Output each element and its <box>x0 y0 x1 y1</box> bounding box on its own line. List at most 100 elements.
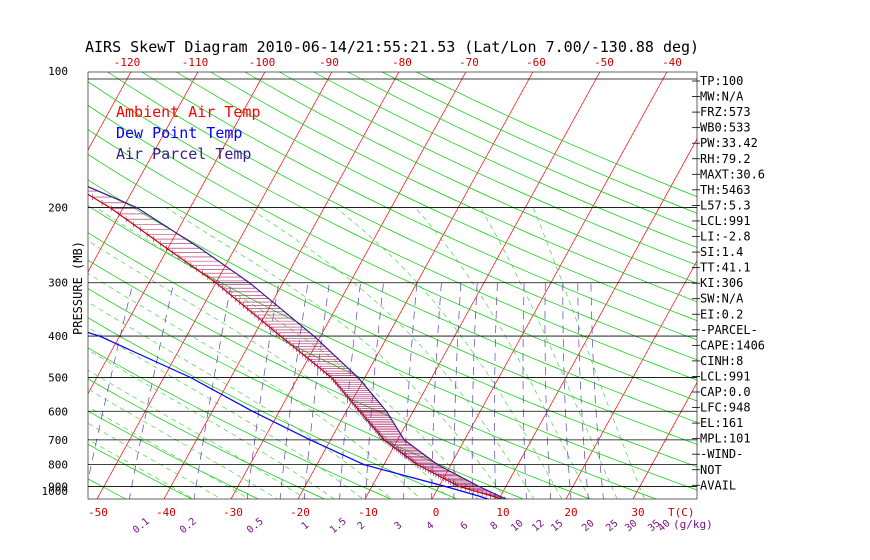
series-point <box>436 463 439 466</box>
pressure-tick-label: 100 <box>48 65 68 78</box>
pressure-tick-label: 900 <box>48 480 68 493</box>
stats-item: MPL:101 <box>700 432 751 446</box>
dry-adiabat-line <box>88 347 392 499</box>
moist-adiabat-line <box>480 207 618 499</box>
dry-adiabat-line <box>88 478 127 499</box>
stats-item: EL:161 <box>700 416 743 430</box>
series-line <box>88 193 504 499</box>
mixing-ratio-label: 1 <box>300 520 312 532</box>
moist-adiabat-line <box>88 349 335 499</box>
series-point <box>499 495 502 498</box>
stats-item: EI:0.2 <box>700 307 743 321</box>
pressure-tick-label: 600 <box>48 405 68 418</box>
bottom-temp-tick: 10 <box>496 506 509 519</box>
isotherm-line <box>632 381 697 499</box>
dry-adiabat-line <box>210 72 697 303</box>
top-temp-tick: -110 <box>182 56 209 69</box>
moist-adiabat-line <box>532 207 645 499</box>
x-unit-label: T(C) <box>668 506 695 519</box>
series-point <box>385 410 388 413</box>
series-line <box>88 186 508 499</box>
moist-adiabat-line <box>414 207 590 499</box>
bottom-temp-tick: -50 <box>88 506 108 519</box>
stats-item: LCL:991 <box>700 369 751 383</box>
series-point <box>383 439 385 441</box>
series-point <box>363 463 365 466</box>
series-point <box>313 335 315 337</box>
stats-item: AVAIL <box>700 478 736 492</box>
bottom-temp-tick: -20 <box>290 506 310 519</box>
series-point <box>309 439 312 441</box>
plot-frame <box>87 71 698 500</box>
moist-adiabat-line <box>88 240 450 499</box>
moist-adiabat-line <box>88 273 421 499</box>
series-point <box>358 410 361 413</box>
moist-adiabat-line <box>88 388 278 499</box>
dry-adiabat-line <box>278 72 697 266</box>
stats-item: LCL:991 <box>700 214 751 228</box>
moist-adiabat-line <box>165 207 507 499</box>
top-temp-tick: -70 <box>459 56 479 69</box>
series-point <box>279 335 282 337</box>
mixing-ratio-line <box>590 282 604 499</box>
mixing-ratio-label: 4 <box>425 520 437 532</box>
isotherm-line <box>297 72 534 499</box>
bottom-temp-tick: 0 <box>433 506 440 519</box>
stats-item: FRZ:573 <box>700 105 751 119</box>
mixing-ratio-line <box>365 282 384 499</box>
mixing-ratio-label: 8 <box>489 520 501 532</box>
dry-adiabat-line <box>175 72 697 321</box>
stats-item: MW:N/A <box>700 90 744 104</box>
mixing-ratio-line <box>339 282 361 499</box>
moist-adiabat-line <box>95 207 478 499</box>
pressure-tick-label: 300 <box>48 277 68 290</box>
series-point <box>403 439 406 441</box>
dry-adiabat-line <box>88 105 697 402</box>
legend-entry: Dew Point Temp <box>116 124 242 142</box>
stats-item: TT:41.1 <box>700 261 751 275</box>
series-point <box>166 248 169 250</box>
bottom-temp-tick: 20 <box>564 506 577 519</box>
isotherm-line <box>364 72 601 499</box>
mixing-ratio-line <box>246 282 280 499</box>
series-point <box>215 281 217 284</box>
mixing-ratio-label: 6 <box>459 520 471 532</box>
pressure-tick-label: 800 <box>48 459 68 472</box>
stats-item: NOT <box>700 463 722 477</box>
dry-adiabat-line <box>88 179 697 468</box>
series-point <box>479 495 482 498</box>
top-temp-tick: -90 <box>319 56 339 69</box>
isotherm-line <box>96 72 333 499</box>
profile-lines <box>88 186 508 499</box>
series-point <box>200 248 202 250</box>
mixing-ratio-label: 3 <box>393 520 405 532</box>
dry-adiabat-line <box>88 378 326 499</box>
isotherm-lines <box>88 72 697 499</box>
mixing-ratio-line <box>88 282 134 482</box>
dry-adiabat-line <box>107 72 697 361</box>
series-point <box>98 335 101 337</box>
pressure-tick-label: 200 <box>48 202 68 215</box>
mixing-ratio-label: 2 <box>356 520 368 532</box>
dry-adiabat-line <box>88 205 697 491</box>
top-temp-tick: -50 <box>594 56 614 69</box>
dry-adiabat-line <box>244 72 697 284</box>
stats-item: MAXT:30.6 <box>700 167 765 181</box>
bottom-temp-ticks: -50 -40 -30 -20 -10 0 10 20 30 <box>88 506 645 519</box>
isotherm-line <box>88 72 266 395</box>
stats-item: CAPE:1406 <box>700 338 765 352</box>
dry-adiabat-line <box>141 72 697 341</box>
pressure-tick-label: 400 <box>48 330 68 343</box>
y-axis-label: PRESSURE (MB) <box>71 241 85 335</box>
series-point <box>478 485 480 488</box>
dry-adiabat-line <box>88 288 525 499</box>
moist-adiabat-line <box>88 369 307 499</box>
stats-item: LFC:948 <box>700 401 751 415</box>
series-point <box>330 376 333 379</box>
stats-item: TP:100 <box>700 74 743 88</box>
stats-item: L57:5.3 <box>700 198 751 212</box>
series-point <box>416 463 419 466</box>
series-point <box>492 495 495 498</box>
stats-item: -WIND- <box>700 447 743 461</box>
